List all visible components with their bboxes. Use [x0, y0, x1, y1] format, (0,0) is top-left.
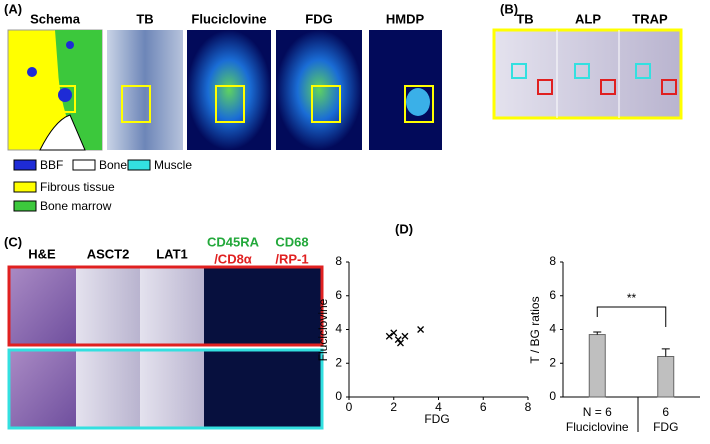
y-tick-label: 6 — [335, 288, 342, 302]
bar — [657, 356, 675, 398]
point — [394, 336, 402, 344]
panel-label: (A) — [4, 1, 22, 16]
point — [397, 339, 404, 347]
column-title: TB — [516, 11, 533, 26]
y-axis-title: Fluciclovine — [316, 298, 330, 361]
sample-size: N = 6 — [583, 405, 612, 419]
legend-label: Muscle — [154, 158, 192, 172]
column-title: H&E — [28, 246, 56, 261]
sample-size: 6 — [662, 405, 669, 419]
y-tick-label: 8 — [549, 254, 556, 268]
stain-title: /CD8α — [214, 251, 252, 266]
bar — [588, 334, 606, 398]
x-tick-label: 8 — [525, 400, 532, 414]
panel-label: (B) — [500, 1, 518, 16]
panel-b-images — [492, 28, 683, 120]
point — [417, 326, 425, 333]
point — [390, 329, 398, 337]
column-title: LAT1 — [156, 246, 188, 261]
error-bar — [593, 331, 602, 335]
legend-label: Fibrous tissue — [40, 180, 115, 194]
x-tick-label: 4 — [435, 400, 442, 414]
panel-c-images — [7, 265, 324, 430]
y-tick-label: 2 — [335, 355, 342, 369]
stain-title: CD45RA — [207, 234, 260, 249]
y-tick-label: 4 — [549, 322, 556, 336]
y-tick-label: 6 — [549, 288, 556, 302]
panel-label: (D) — [395, 221, 413, 236]
x-tick-label: 2 — [390, 400, 397, 414]
panel-a-images — [7, 29, 442, 212]
y-tick-label: 0 — [335, 389, 342, 403]
x-tick-label: Fluciclovine — [566, 420, 629, 434]
stain-title: /RP-1 — [275, 251, 308, 266]
y-tick-label: 2 — [549, 355, 556, 369]
x-tick-label: 0 — [346, 400, 353, 414]
column-title: Schema — [30, 11, 81, 26]
x-tick-label: 6 — [480, 400, 487, 414]
column-title: ALP — [575, 11, 601, 26]
significance-label: ** — [627, 291, 637, 305]
x-axis-title: FDG — [424, 412, 449, 426]
column-title: ASCT2 — [87, 246, 130, 261]
column-title: HMDP — [386, 11, 425, 26]
x-tick-label: FDG — [653, 420, 678, 434]
stain-title: CD68 — [275, 234, 308, 249]
legend-label: BBF — [40, 158, 63, 172]
legend-label: Bone — [99, 158, 127, 172]
point — [385, 332, 393, 340]
column-title: TB — [136, 11, 153, 26]
y-tick-label: 8 — [335, 254, 342, 268]
y-tick-label: 0 — [549, 389, 556, 403]
legend-label: Bone marrow — [40, 199, 112, 213]
point — [401, 332, 409, 340]
column-title: FDG — [305, 11, 332, 26]
y-tick-label: 4 — [335, 322, 342, 336]
y-axis-title: T / BG ratios — [528, 296, 542, 363]
column-title: TRAP — [632, 11, 668, 26]
significance-bracket — [596, 306, 667, 328]
column-title: Fluciclovine — [191, 11, 266, 26]
error-bar — [661, 348, 670, 357]
panel-label: (C) — [4, 234, 22, 249]
